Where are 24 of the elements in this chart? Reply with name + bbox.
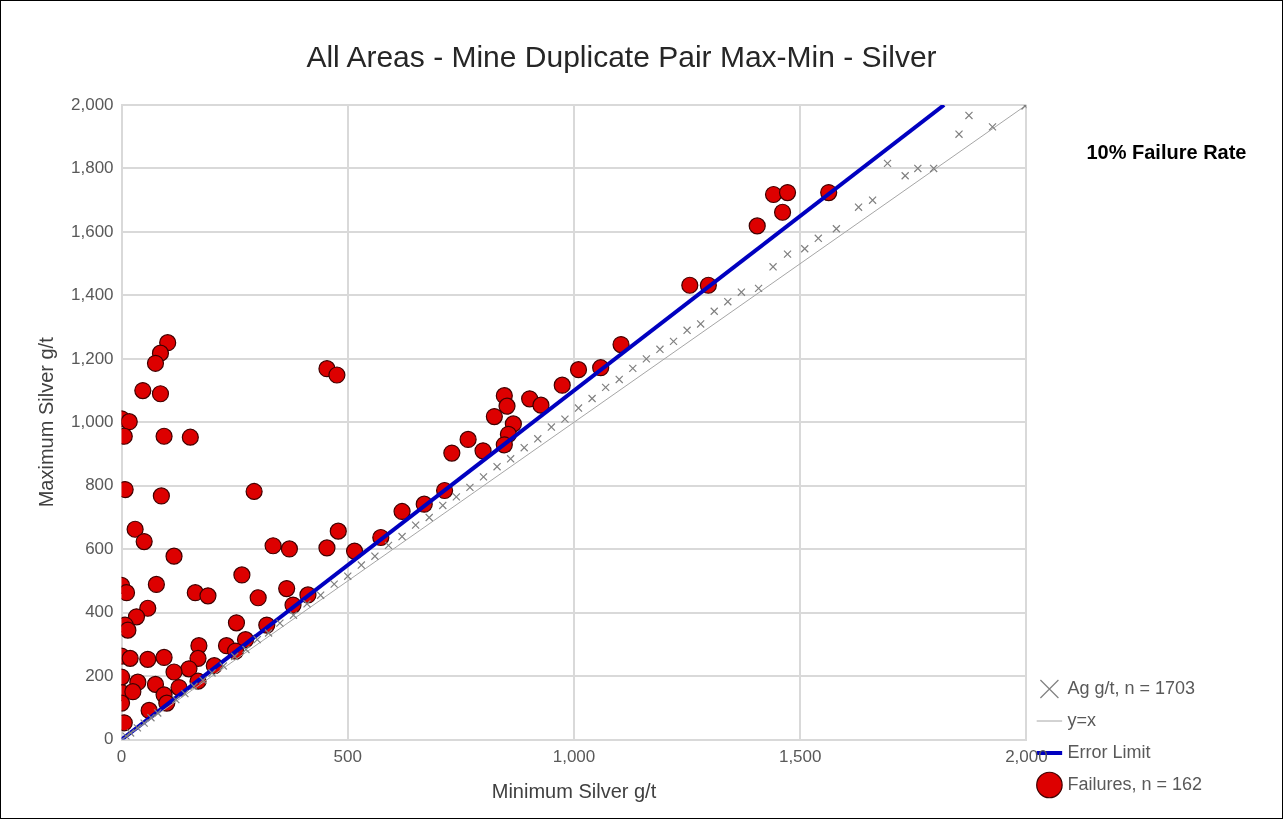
x-axis-title: Minimum Silver g/t: [491, 779, 657, 802]
x-tick-label: 0: [116, 747, 127, 767]
x-tick-label: 500: [333, 747, 362, 767]
legend-label: Error Limit: [1067, 741, 1151, 762]
y-tick-label: 400: [85, 602, 114, 622]
y-tick-label: 2,000: [70, 94, 114, 114]
y-tick-label: 1,400: [70, 285, 114, 305]
x-tick-label: 2,000: [1005, 747, 1048, 767]
legend-label: Failures, n = 162: [1067, 773, 1202, 794]
x-tick-label: 1,000: [552, 747, 596, 767]
y-tick-label: 200: [85, 665, 114, 685]
y-tick-label: 0: [104, 729, 114, 749]
y-tick-label: 1,600: [70, 221, 114, 241]
y-tick-label: 1,800: [70, 158, 114, 178]
legend-label: y=x: [1067, 709, 1096, 730]
y-tick-label: 600: [85, 538, 114, 558]
y-tick-label: 800: [85, 475, 114, 495]
y-axis-title: Maximum Silver g/t: [34, 336, 57, 508]
y-tick-label: 1,200: [70, 348, 114, 368]
text: 10% Failure Rate: [1086, 140, 1247, 163]
x-tick-label: 1,500: [778, 747, 822, 767]
y-tick-label: 1,000: [70, 411, 114, 431]
legend-label: Ag g/t, n = 1703: [1067, 677, 1196, 698]
chart-title: All Areas - Mine Duplicate Pair Max-Min - Silver: [306, 40, 937, 74]
